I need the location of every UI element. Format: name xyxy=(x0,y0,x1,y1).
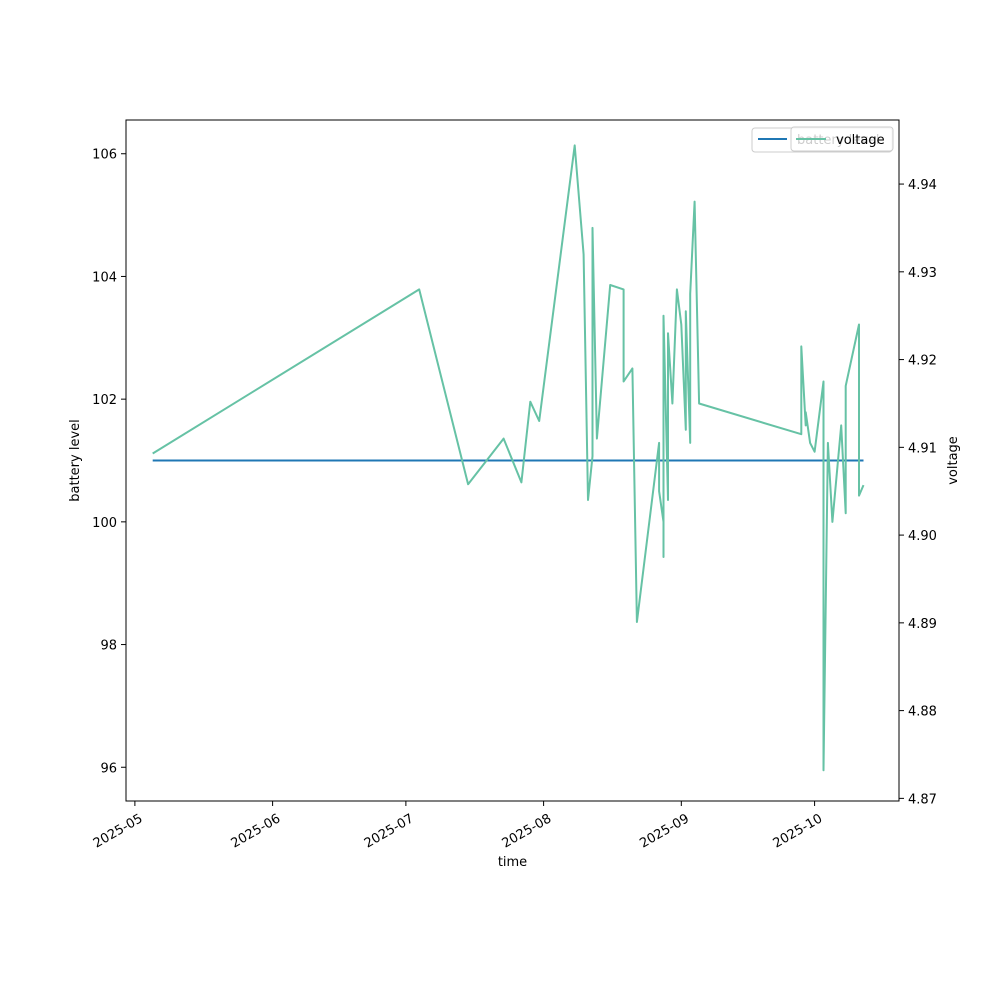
x-tick-label: 2025-07 xyxy=(362,811,417,851)
y-tick-label: 100 xyxy=(92,516,117,531)
x-tick-label: 2025-09 xyxy=(637,811,692,851)
y2-tick-label: 4.87 xyxy=(908,792,937,807)
x-tick-label: 2025-05 xyxy=(91,811,146,851)
x-tick-label: 2025-06 xyxy=(229,811,284,851)
y-tick-label: 106 xyxy=(92,148,117,163)
x-tick-label: 2025-10 xyxy=(771,811,826,851)
y-tick-label: 98 xyxy=(100,639,117,654)
y-tick-label: 104 xyxy=(92,270,117,285)
y-axis-left: 96 98 100 102 104 106 xyxy=(92,148,126,776)
x-axis: 2025-05 2025-06 2025-07 2025-08 2025-09 2025-… xyxy=(91,801,825,852)
y2-tick-label: 4.88 xyxy=(908,705,937,720)
legend-box xyxy=(790,126,894,152)
y2-axis-label: voltage xyxy=(946,436,961,485)
plot-frame xyxy=(125,119,900,802)
x-tick-label: 2025-08 xyxy=(500,811,555,851)
y-tick-label: 96 xyxy=(100,761,117,776)
y2-tick-label: 4.90 xyxy=(908,529,937,544)
legend-voltage: voltage xyxy=(790,126,894,152)
y2-tick-label: 4.94 xyxy=(908,178,937,193)
legend-label: voltage xyxy=(836,133,885,148)
series-line-voltage xyxy=(152,144,865,772)
y2-tick-label: 4.89 xyxy=(908,617,937,632)
series-layer xyxy=(152,144,865,772)
y2-tick-label: 4.91 xyxy=(908,441,937,456)
y-axis-right: 4.87 4.88 4.89 4.90 4.91 4.92 4.93 4.94 xyxy=(899,178,937,807)
y2-tick-label: 4.92 xyxy=(908,354,937,369)
y-axis-label: battery level xyxy=(68,419,83,502)
x-axis-label: time xyxy=(498,855,527,870)
y-tick-label: 102 xyxy=(92,393,117,408)
y2-tick-label: 4.93 xyxy=(908,266,937,281)
